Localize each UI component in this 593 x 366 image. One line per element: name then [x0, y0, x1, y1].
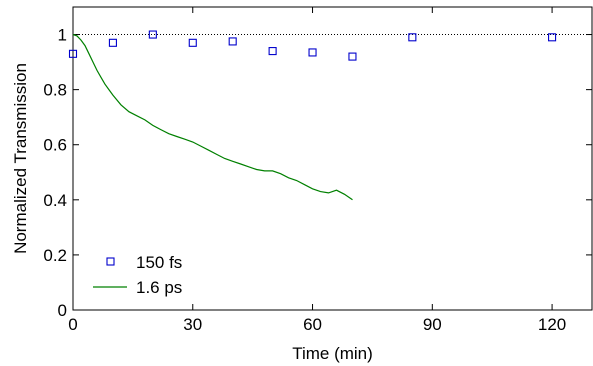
y-tick-label: 1	[58, 26, 67, 45]
data-point-150-fs	[148, 30, 157, 39]
x-tick-label: 120	[538, 315, 566, 334]
y-tick-label: 0.4	[43, 191, 67, 210]
x-tick-label: 30	[183, 315, 202, 334]
data-point-150-fs	[348, 52, 357, 61]
legend-label-1-6-ps: 1.6 ps	[136, 278, 182, 297]
x-axis-title: Time (min)	[292, 344, 373, 363]
legend-marker-150-fs	[106, 257, 115, 266]
data-point-150-fs	[108, 38, 117, 47]
data-point-150-fs	[228, 37, 237, 46]
legend-label-150-fs: 150 fs	[136, 253, 182, 272]
data-point-150-fs	[308, 48, 317, 57]
plot-frame	[72, 6, 593, 311]
data-point-150-fs	[268, 47, 277, 56]
data-point-150-fs	[408, 33, 417, 42]
x-tick-label: 60	[303, 315, 322, 334]
series-line-1-6-ps	[72, 33, 353, 201]
y-tick-label: 0.6	[43, 136, 67, 155]
data-point-150-fs	[548, 33, 557, 42]
y-axis-title: Normalized Transmission	[11, 63, 30, 254]
legend: 150 fs 1.6 ps	[93, 253, 182, 297]
data-point-150-fs	[188, 38, 197, 47]
x-tick-label: 0	[68, 315, 77, 334]
y-tick-label: 0	[58, 301, 67, 320]
y-tick-label: 0.8	[43, 81, 67, 100]
y-tick-label: 0.2	[43, 246, 67, 265]
x-tick-label: 90	[423, 315, 442, 334]
data-point-150-fs	[68, 49, 78, 58]
